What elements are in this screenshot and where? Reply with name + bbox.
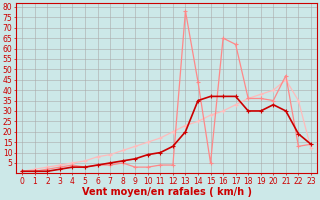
X-axis label: Vent moyen/en rafales ( km/h ): Vent moyen/en rafales ( km/h ) <box>82 187 252 197</box>
